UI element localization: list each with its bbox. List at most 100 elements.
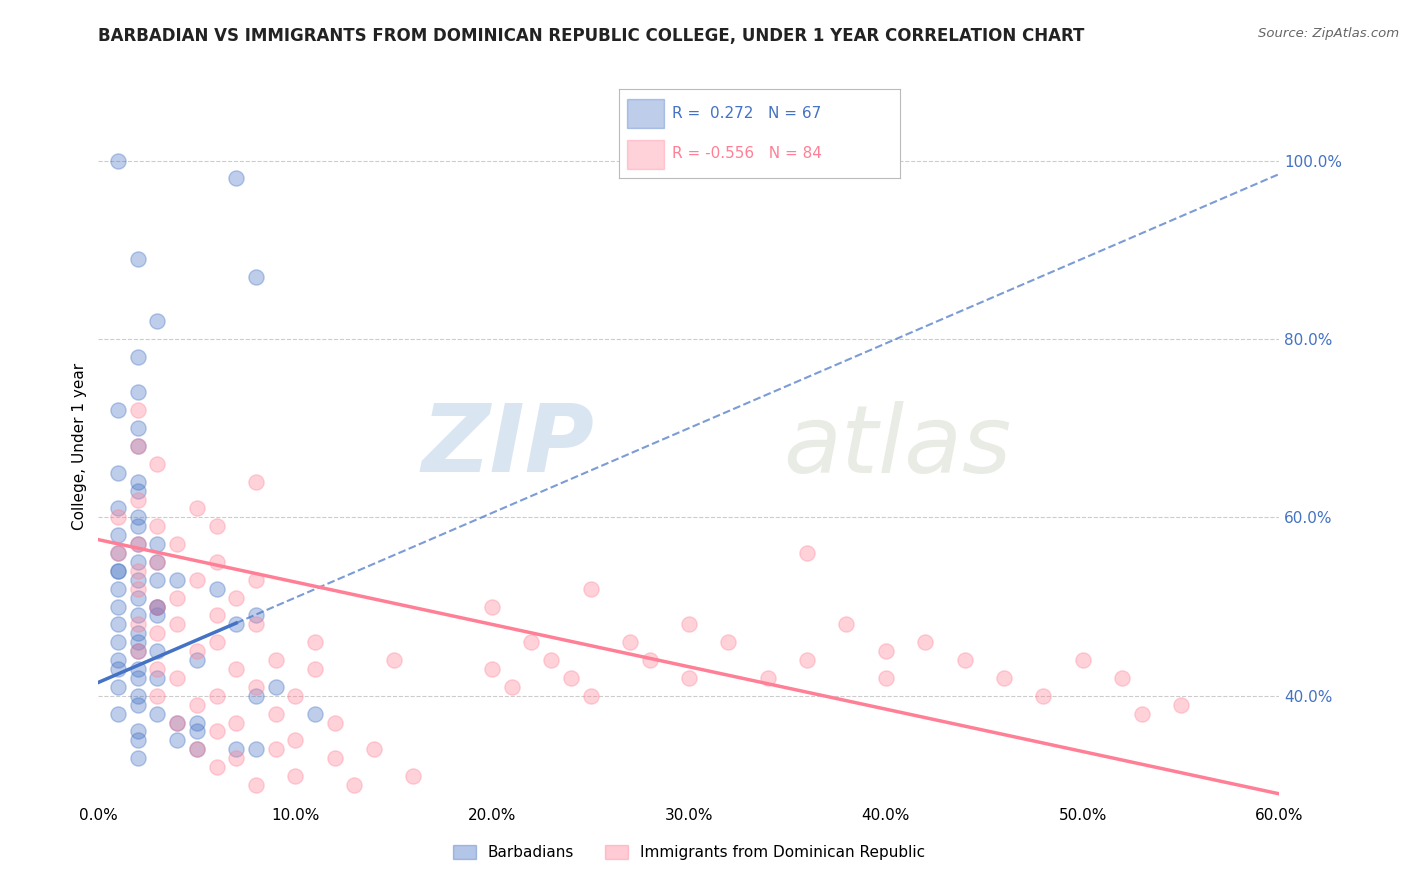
Point: [343, 778, 366, 792]
Point: [127, 492, 149, 507]
Point: [186, 742, 208, 756]
Point: [166, 715, 188, 730]
Point: [638, 653, 661, 667]
Point: [146, 314, 169, 328]
Point: [501, 680, 523, 694]
Point: [284, 769, 307, 783]
Point: [323, 751, 346, 765]
Point: [127, 350, 149, 364]
Point: [186, 715, 208, 730]
Point: [284, 733, 307, 747]
Point: [166, 617, 188, 632]
Point: [186, 724, 208, 739]
Text: BARBADIAN VS IMMIGRANTS FROM DOMINICAN REPUBLIC COLLEGE, UNDER 1 YEAR CORRELATIO: BARBADIAN VS IMMIGRANTS FROM DOMINICAN R…: [98, 27, 1085, 45]
Point: [127, 635, 149, 649]
Point: [107, 564, 129, 578]
Point: [127, 573, 149, 587]
Point: [107, 564, 129, 578]
Point: [264, 742, 287, 756]
Point: [796, 546, 818, 560]
Point: [107, 653, 129, 667]
Point: [619, 635, 641, 649]
Point: [146, 626, 169, 640]
Point: [107, 617, 129, 632]
Point: [166, 715, 188, 730]
Point: [875, 671, 897, 685]
Point: [914, 635, 936, 649]
Point: [205, 519, 228, 533]
Point: [579, 689, 602, 703]
Point: [127, 626, 149, 640]
Point: [264, 680, 287, 694]
Text: atlas: atlas: [783, 401, 1012, 491]
Point: [835, 617, 858, 632]
Point: [225, 591, 247, 605]
Point: [402, 769, 425, 783]
Point: [284, 689, 307, 703]
Point: [1111, 671, 1133, 685]
Point: [107, 546, 129, 560]
Point: [186, 698, 208, 712]
Point: [127, 724, 149, 739]
Point: [304, 706, 326, 721]
Point: [127, 608, 149, 623]
Point: [323, 715, 346, 730]
Point: [186, 742, 208, 756]
Point: [127, 403, 149, 417]
Text: R =  0.272   N = 67: R = 0.272 N = 67: [672, 106, 821, 121]
Point: [146, 689, 169, 703]
Point: [127, 421, 149, 435]
Point: [245, 680, 267, 694]
Point: [756, 671, 779, 685]
Point: [166, 733, 188, 747]
Point: [264, 706, 287, 721]
Point: [146, 555, 169, 569]
Point: [127, 537, 149, 551]
Point: [205, 635, 228, 649]
Point: [146, 706, 169, 721]
Point: [678, 617, 700, 632]
Point: [363, 742, 385, 756]
Point: [127, 439, 149, 453]
Point: [127, 555, 149, 569]
Point: [127, 733, 149, 747]
Text: R = -0.556   N = 84: R = -0.556 N = 84: [672, 146, 823, 161]
Point: [186, 653, 208, 667]
Point: [245, 573, 267, 587]
Point: [146, 599, 169, 614]
Point: [481, 599, 503, 614]
Point: [127, 671, 149, 685]
Point: [540, 653, 562, 667]
Point: [127, 439, 149, 453]
Point: [146, 555, 169, 569]
Point: [717, 635, 740, 649]
Point: [1130, 706, 1153, 721]
Point: [225, 617, 247, 632]
Point: [107, 599, 129, 614]
Point: [245, 269, 267, 284]
Point: [146, 608, 169, 623]
Point: [225, 742, 247, 756]
Point: [127, 537, 149, 551]
Point: [107, 635, 129, 649]
Point: [225, 751, 247, 765]
Point: [146, 519, 169, 533]
Point: [146, 599, 169, 614]
Point: [481, 662, 503, 676]
Point: [127, 519, 149, 533]
Text: Source: ZipAtlas.com: Source: ZipAtlas.com: [1258, 27, 1399, 40]
Point: [245, 742, 267, 756]
Point: [127, 564, 149, 578]
Point: [146, 599, 169, 614]
Point: [127, 483, 149, 498]
Point: [579, 582, 602, 596]
Point: [796, 653, 818, 667]
Point: [225, 171, 247, 186]
Point: [127, 591, 149, 605]
Bar: [627, 99, 664, 128]
Point: [127, 617, 149, 632]
Point: [560, 671, 582, 685]
Point: [107, 153, 129, 168]
Point: [245, 475, 267, 489]
Point: [304, 662, 326, 676]
